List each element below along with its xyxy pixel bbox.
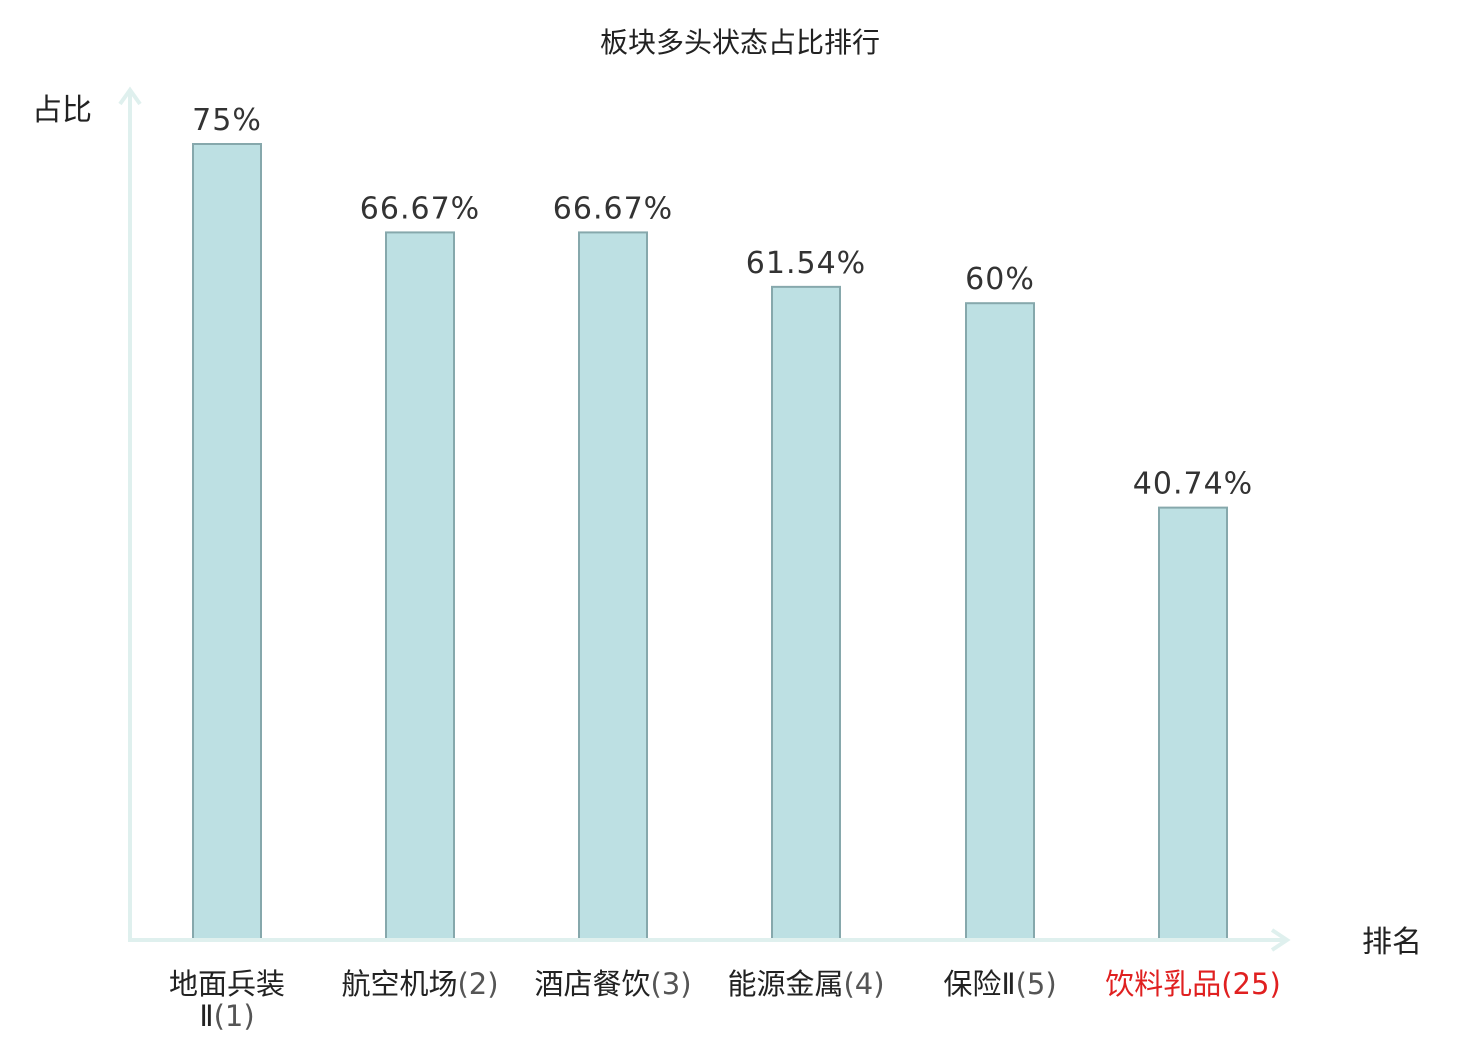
category-label-5: 保险Ⅱ(5) xyxy=(943,967,1056,1001)
category-name-3: 酒店餐饮 xyxy=(534,967,650,1001)
y-axis-label: 占比 xyxy=(32,93,92,128)
bars-group: 75% 地面兵装 Ⅱ(1) 66.67% 航空机场(2) 66.67% 酒店餐饮(3) 61.… xyxy=(169,103,1281,1033)
category-rank-3: (3) xyxy=(650,967,691,1001)
x-axis-arrow xyxy=(1270,928,1291,952)
bar-4 xyxy=(771,285,841,941)
category-name-1: 地面兵装 xyxy=(169,967,285,1001)
chart-title: 板块多头状态占比排行 xyxy=(600,26,880,59)
category-label-3: 酒店餐饮(3) xyxy=(534,967,691,1001)
category-rank-5: (5) xyxy=(1016,967,1057,1001)
category-rank-1: (1) xyxy=(214,999,255,1033)
bar-3 xyxy=(578,231,648,942)
bar-2 xyxy=(385,231,455,942)
category-name-1-cont: Ⅱ xyxy=(199,999,213,1033)
value-label-6: 40.74% xyxy=(1133,467,1253,502)
category-rank-2: (2) xyxy=(457,967,498,1001)
value-label-2: 66.67% xyxy=(360,191,480,226)
bar-6 xyxy=(1158,506,1228,941)
category-name-5: 保险Ⅱ xyxy=(943,967,1015,1001)
category-label-2: 航空机场(2) xyxy=(341,967,498,1001)
category-rank-4: (4) xyxy=(843,967,884,1001)
value-label-5: 60% xyxy=(965,262,1035,297)
category-rank-6: (25) xyxy=(1221,967,1281,1001)
value-label-3: 66.67% xyxy=(553,191,673,226)
category-name-6: 饮料乳品 xyxy=(1105,967,1221,1001)
bar-5 xyxy=(965,302,1035,941)
category-label-1: 地面兵装 Ⅱ(1) xyxy=(169,967,285,1033)
x-axis-label: 排名 xyxy=(1362,925,1422,960)
y-axis-arrow xyxy=(118,86,142,106)
value-label-4: 61.54% xyxy=(746,246,866,281)
value-label-1: 75% xyxy=(192,103,262,138)
category-name-4: 能源金属 xyxy=(727,967,843,1001)
category-name-2: 航空机场 xyxy=(341,967,457,1001)
bar-1 xyxy=(192,143,262,941)
category-label-4: 能源金属(4) xyxy=(727,967,884,1001)
category-label-6: 饮料乳品(25) xyxy=(1105,967,1281,1001)
